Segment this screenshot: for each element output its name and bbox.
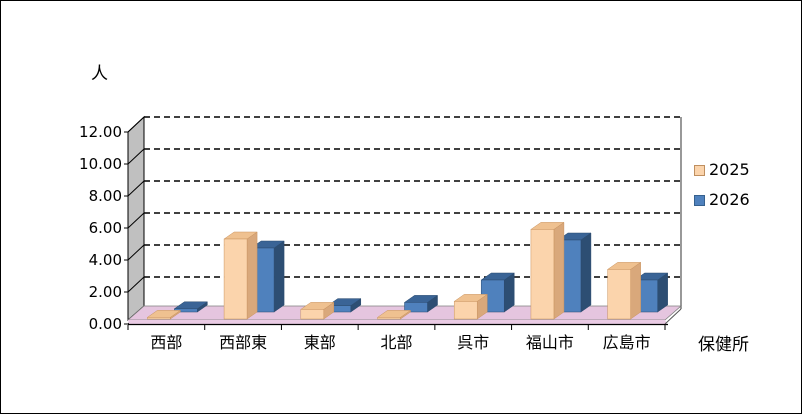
bar-side-2025-福山市 (553, 221, 565, 320)
x-axis-title: 保健所 (698, 335, 749, 355)
category-label: 西部 (150, 333, 182, 352)
y-tick-label: 0.00 (89, 315, 122, 333)
bar-2025-西部東 (223, 238, 248, 320)
wall-gridline (127, 148, 145, 165)
bar-2025-広島市 (607, 269, 631, 320)
bar-side-2025-西部東 (246, 231, 258, 320)
bar-2026-北部 (404, 302, 428, 313)
bar-2025-北部 (377, 317, 401, 320)
category-label: 東部 (304, 333, 336, 352)
floor-right-corner (664, 308, 682, 325)
category-label: 広島市 (603, 333, 651, 352)
bar-2025-福山市 (530, 229, 555, 320)
category-label: 北部 (380, 333, 412, 352)
bar-2025-呉市 (453, 301, 478, 320)
y-tick-label: 12.00 (79, 123, 122, 141)
y-tick-label: 6.00 (89, 219, 122, 237)
category-label: 西部東 (219, 333, 267, 352)
y-tick-label: 10.00 (79, 155, 122, 173)
wall-gridline (127, 180, 145, 197)
chart-legend: 2025 2026 (694, 162, 750, 222)
legend-item-2026: 2026 (694, 192, 750, 208)
bar-2025-東部 (300, 309, 325, 320)
y-tick-label: 4.00 (89, 251, 122, 269)
wall-gridline (127, 212, 145, 229)
wall-gridline (127, 116, 145, 133)
legend-item-2025: 2025 (694, 162, 750, 178)
legend-swatch-2026 (694, 194, 705, 206)
y-axis-title: 人 (91, 64, 108, 84)
legend-label-2026: 2026 (709, 190, 750, 209)
wall-gridline (127, 276, 145, 293)
bar-2025-西部 (147, 317, 171, 320)
legend-label-2025: 2025 (709, 160, 750, 179)
y-tick-label: 2.00 (89, 283, 122, 301)
bar-side-2025-広島市 (630, 261, 641, 320)
category-label: 呉市 (457, 333, 489, 352)
floor-front-bevel (128, 320, 667, 324)
y-tick-label: 8.00 (89, 187, 122, 205)
bar-side-2026-西部東 (273, 240, 285, 313)
wall-gridline (127, 244, 145, 261)
legend-swatch-2025 (694, 164, 705, 176)
category-label: 福山市 (526, 333, 574, 352)
bar-side-2026-福山市 (580, 232, 592, 313)
